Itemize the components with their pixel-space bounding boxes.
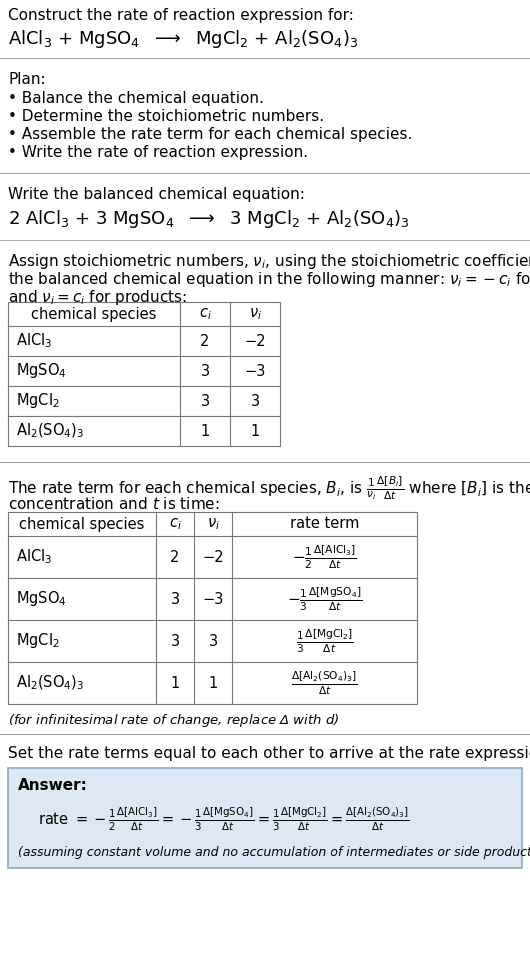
Text: MgCl$_2$: MgCl$_2$ — [16, 391, 60, 411]
Text: rate term: rate term — [290, 516, 359, 531]
Text: MgSO$_4$: MgSO$_4$ — [16, 590, 67, 609]
Text: 3: 3 — [251, 394, 260, 409]
Text: Al$_2$(SO$_4$)$_3$: Al$_2$(SO$_4$)$_3$ — [16, 421, 84, 440]
Text: 3: 3 — [171, 633, 180, 649]
Text: $\nu_i$: $\nu_i$ — [249, 306, 261, 321]
Text: 1: 1 — [200, 423, 210, 438]
Text: $c_i$: $c_i$ — [199, 306, 211, 321]
Text: $-\frac{1}{2}\frac{\Delta[\mathrm{AlCl_3}]}{\Delta t}$: $-\frac{1}{2}\frac{\Delta[\mathrm{AlCl_3… — [292, 543, 357, 570]
Text: Construct the rate of reaction expression for:: Construct the rate of reaction expressio… — [8, 8, 354, 23]
Bar — [8, 512, 417, 704]
Text: 2: 2 — [200, 333, 210, 349]
Text: $\frac{1}{3}\frac{\Delta[\mathrm{MgCl_2}]}{\Delta t}$: $\frac{1}{3}\frac{\Delta[\mathrm{MgCl_2}… — [296, 627, 354, 655]
Bar — [8, 302, 280, 446]
Text: chemical species: chemical species — [19, 516, 145, 531]
Text: Al$_2$(SO$_4$)$_3$: Al$_2$(SO$_4$)$_3$ — [16, 674, 84, 692]
Text: • Write the rate of reaction expression.: • Write the rate of reaction expression. — [8, 145, 308, 160]
Text: Plan:: Plan: — [8, 72, 46, 87]
Text: 3: 3 — [171, 592, 180, 607]
Text: concentration and $t$ is time:: concentration and $t$ is time: — [8, 496, 220, 512]
Text: (for infinitesimal rate of change, replace Δ with $d$): (for infinitesimal rate of change, repla… — [8, 712, 340, 729]
Text: Set the rate terms equal to each other to arrive at the rate expression:: Set the rate terms equal to each other t… — [8, 746, 530, 761]
Text: 3: 3 — [208, 633, 217, 649]
Text: (assuming constant volume and no accumulation of intermediates or side products): (assuming constant volume and no accumul… — [18, 846, 530, 859]
Text: Assign stoichiometric numbers, $\nu_i$, using the stoichiometric coefficients, $: Assign stoichiometric numbers, $\nu_i$, … — [8, 252, 530, 271]
Text: and $\nu_i = c_i$ for products:: and $\nu_i = c_i$ for products: — [8, 288, 187, 307]
FancyBboxPatch shape — [8, 768, 522, 868]
Text: 2: 2 — [170, 550, 180, 564]
Text: The rate term for each chemical species, $B_i$, is $\frac{1}{\nu_i}\frac{\Delta[: The rate term for each chemical species,… — [8, 474, 530, 502]
Text: MgCl$_2$: MgCl$_2$ — [16, 631, 60, 651]
Text: AlCl$_3$: AlCl$_3$ — [16, 331, 52, 351]
Text: the balanced chemical equation in the following manner: $\nu_i = -c_i$ for react: the balanced chemical equation in the fo… — [8, 270, 530, 289]
Text: • Balance the chemical equation.: • Balance the chemical equation. — [8, 91, 264, 106]
Text: AlCl$_3$: AlCl$_3$ — [16, 548, 52, 566]
Text: $c_i$: $c_i$ — [169, 516, 181, 532]
Text: 2 AlCl$_3$ + 3 MgSO$_4$  $\longrightarrow$  3 MgCl$_2$ + Al$_2$(SO$_4$)$_3$: 2 AlCl$_3$ + 3 MgSO$_4$ $\longrightarrow… — [8, 208, 410, 230]
Text: • Assemble the rate term for each chemical species.: • Assemble the rate term for each chemic… — [8, 127, 412, 142]
Text: $\nu_i$: $\nu_i$ — [207, 516, 219, 532]
Text: −2: −2 — [202, 550, 224, 564]
Text: Answer:: Answer: — [18, 778, 88, 793]
Text: −3: −3 — [202, 592, 224, 607]
Text: 1: 1 — [250, 423, 260, 438]
Text: Write the balanced chemical equation:: Write the balanced chemical equation: — [8, 187, 305, 202]
Text: chemical species: chemical species — [31, 307, 157, 321]
Text: −3: −3 — [244, 364, 266, 378]
Text: rate $= -\frac{1}{2}\frac{\Delta[\mathrm{AlCl_3}]}{\Delta t} = -\frac{1}{3}\frac: rate $= -\frac{1}{2}\frac{\Delta[\mathrm… — [38, 806, 410, 833]
Text: 3: 3 — [200, 394, 209, 409]
Text: AlCl$_3$ + MgSO$_4$  $\longrightarrow$  MgCl$_2$ + Al$_2$(SO$_4$)$_3$: AlCl$_3$ + MgSO$_4$ $\longrightarrow$ Mg… — [8, 28, 358, 50]
Text: $\frac{\Delta[\mathrm{Al_2(SO_4)_3}]}{\Delta t}$: $\frac{\Delta[\mathrm{Al_2(SO_4)_3}]}{\D… — [291, 669, 358, 697]
Text: 1: 1 — [208, 675, 218, 691]
Text: $-\frac{1}{3}\frac{\Delta[\mathrm{MgSO_4}]}{\Delta t}$: $-\frac{1}{3}\frac{\Delta[\mathrm{MgSO_4… — [287, 585, 362, 612]
Text: • Determine the stoichiometric numbers.: • Determine the stoichiometric numbers. — [8, 109, 324, 124]
Text: MgSO$_4$: MgSO$_4$ — [16, 362, 67, 380]
Text: −2: −2 — [244, 333, 266, 349]
Text: 1: 1 — [170, 675, 180, 691]
Text: 3: 3 — [200, 364, 209, 378]
